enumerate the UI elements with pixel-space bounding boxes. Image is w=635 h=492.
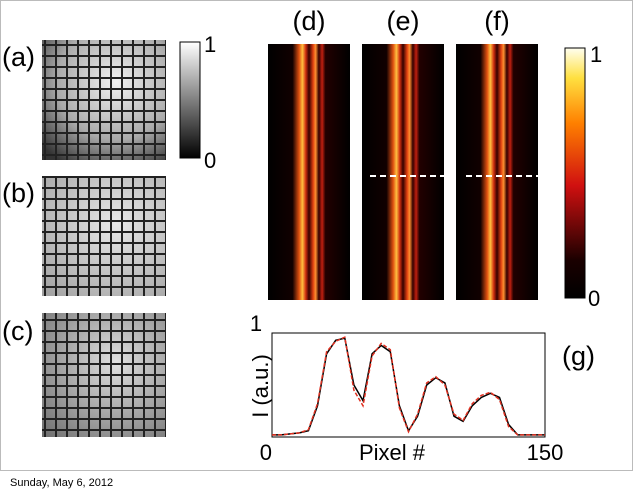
data-line — [272, 336, 545, 436]
panel-label: (g) — [562, 341, 595, 371]
y-tick-label: 1 — [250, 311, 262, 336]
footer-date: Sunday, May 6, 2012 — [10, 477, 113, 489]
x-tick-label: 0 — [260, 440, 272, 465]
plot-frame — [271, 332, 546, 438]
colorbar-min: 0 — [204, 148, 216, 173]
heat-colorbar — [564, 47, 586, 299]
panel-label: (e) — [387, 6, 420, 36]
panel-label: (d) — [293, 6, 326, 36]
panel-label: (c) — [2, 316, 33, 346]
colorbar-max: 1 — [590, 42, 602, 67]
gray-images — [42, 40, 166, 437]
panel-label: (f) — [484, 6, 509, 36]
y-axis-label: I (a.u.) — [248, 354, 273, 418]
panel-label: (a) — [2, 42, 35, 72]
x-axis-label: Pixel # — [359, 440, 426, 465]
colorbar-min: 0 — [588, 286, 600, 311]
x-tick-label: 150 — [527, 440, 564, 465]
heatmaps — [268, 44, 540, 300]
colorbar-max: 1 — [204, 32, 216, 57]
gray-colorbar — [179, 41, 201, 159]
panel-label: (b) — [2, 178, 35, 208]
